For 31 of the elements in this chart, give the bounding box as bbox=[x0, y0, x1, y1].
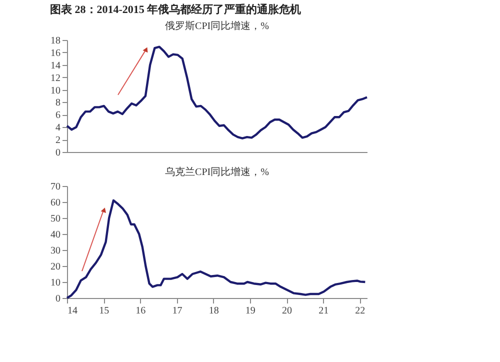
y-tick-label: 8 bbox=[56, 98, 60, 109]
y-tick-label: 6 bbox=[56, 110, 60, 122]
y-tick-label: 40 bbox=[50, 230, 60, 240]
y-tick-label: 60 bbox=[50, 198, 60, 208]
y-tick-label: 0 bbox=[56, 148, 60, 158]
x-tick-label: 20 bbox=[282, 306, 292, 316]
y-tick-label: 70 bbox=[50, 182, 60, 192]
y-tick-label: 0 bbox=[56, 294, 60, 304]
x-tick-label: 19 bbox=[245, 306, 256, 316]
y-tick-label: 50 bbox=[50, 214, 60, 224]
y-tick-label: 18 bbox=[50, 36, 60, 46]
y-tick-label: 10 bbox=[50, 278, 60, 288]
y-tick-label: 2 bbox=[56, 135, 60, 146]
x-tick-label: 16 bbox=[136, 306, 146, 316]
chart-title: 乌克兰CPI同比增速，% bbox=[165, 166, 269, 178]
chart-title: 图表 28：2014-2015 年俄乌都经历了严重的通胀危机 bbox=[50, 3, 302, 16]
y-tick-label: 20 bbox=[50, 262, 60, 272]
line-series bbox=[66, 46, 368, 140]
y-tick-label: 30 bbox=[50, 246, 60, 256]
y-tick-label: 16 bbox=[50, 48, 60, 59]
x-tick-label: 22 bbox=[355, 306, 366, 316]
y-tick-label: 14 bbox=[50, 60, 60, 72]
x-tick-label: 15 bbox=[99, 306, 110, 316]
y-tick-label: 10 bbox=[50, 85, 60, 96]
chart-subtitle: 俄罗斯CPI同比增速，% bbox=[165, 20, 269, 32]
x-tick-label: 18 bbox=[208, 306, 219, 316]
x-tick-label: 14 bbox=[68, 306, 78, 316]
x-tick-label: 21 bbox=[318, 306, 329, 316]
y-tick-label: 12 bbox=[50, 72, 60, 84]
x-tick-label: 17 bbox=[172, 306, 182, 316]
y-tick-label: 4 bbox=[56, 122, 60, 134]
